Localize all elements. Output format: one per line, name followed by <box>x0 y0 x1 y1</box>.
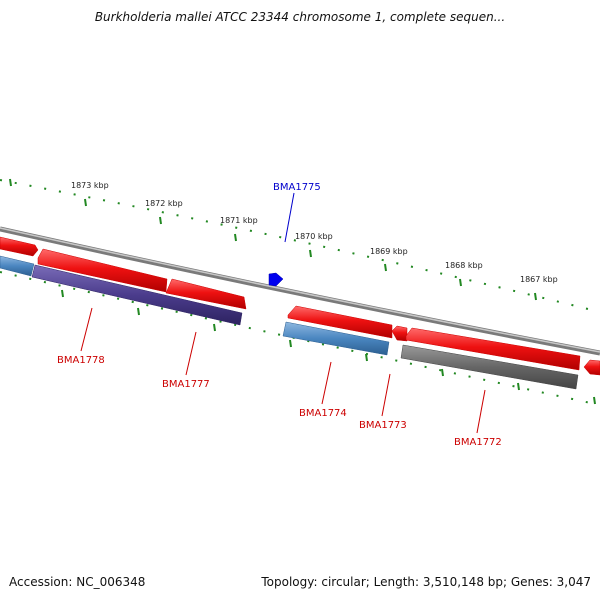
guide-tick <box>289 339 292 348</box>
gene-bma1774-leader <box>321 361 332 405</box>
guide-tick <box>137 307 140 316</box>
cds-arrow[interactable] <box>37 248 168 293</box>
gene-bma1774-label[interactable]: BMA1774 <box>299 408 347 419</box>
cds-lower-left[interactable] <box>0 255 243 326</box>
guide-tick <box>61 289 64 298</box>
cds-gray-segment[interactable] <box>400 344 579 390</box>
cds-blue-segment[interactable] <box>0 255 35 277</box>
gene-bma1778-leader <box>80 307 93 352</box>
gene-bma1772[interactable]: BMA1772 <box>454 389 502 448</box>
ruler-label: 1871 kbp <box>220 216 258 225</box>
gene-bma1773-label[interactable]: BMA1773 <box>359 420 407 431</box>
gene-bma1773[interactable]: BMA1773 <box>359 373 407 431</box>
gene-bma1773-leader <box>381 373 391 417</box>
cds-arrow[interactable] <box>391 325 408 342</box>
cds-arrow[interactable] <box>165 278 247 310</box>
ruler-major-tick <box>159 216 162 225</box>
ruler-track <box>0 178 600 313</box>
guide-tick <box>517 382 520 391</box>
ruler-major-tick <box>84 198 87 207</box>
gene-bma1772-label[interactable]: BMA1772 <box>454 437 502 448</box>
ruler-major-tick <box>234 233 237 242</box>
ruler-major-tick <box>459 278 462 287</box>
guide-tick <box>365 353 368 362</box>
gene-bma1777-leader <box>185 331 197 376</box>
genome-backbone <box>0 226 600 356</box>
cds-right[interactable] <box>282 305 600 390</box>
gene-bma1777[interactable]: BMA1777 <box>162 331 210 390</box>
cds-upper-left[interactable] <box>0 236 247 310</box>
ruler-major-tick <box>9 178 12 187</box>
gene-bma1774[interactable]: BMA1774 <box>299 361 347 419</box>
ruler-label: 1867 kbp <box>520 275 558 284</box>
guide-tick <box>593 396 596 405</box>
gene-bma1775[interactable]: BMA1775 <box>268 182 321 287</box>
guide-tick <box>213 323 216 332</box>
cds-arrow[interactable] <box>0 236 39 257</box>
ruler-major-tick <box>309 249 312 258</box>
gene-bma1772-leader <box>476 389 486 434</box>
gene-bma1777-label[interactable]: BMA1777 <box>162 379 210 390</box>
lower-guide-track <box>0 271 600 406</box>
ruler-major-tick <box>384 263 387 272</box>
gene-bma1775-arrow[interactable] <box>268 272 284 287</box>
ruler-label: 1870 kbp <box>295 232 333 241</box>
gene-bma1778[interactable]: BMA1778 <box>57 307 105 366</box>
ruler-major-tick <box>534 292 537 301</box>
gene-bma1775-label[interactable]: BMA1775 <box>273 182 321 193</box>
cds-blue-segment[interactable] <box>282 321 390 356</box>
topology-summary: Topology: circular; Length: 3,510,148 bp… <box>261 575 591 589</box>
ruler-label: 1868 kbp <box>445 261 483 270</box>
guide-tick <box>441 368 444 377</box>
cds-arrow[interactable] <box>583 359 600 376</box>
sequence-title: Burkholderia mallei ATCC 23344 chromosom… <box>94 10 506 24</box>
gene-bma1778-label[interactable]: BMA1778 <box>57 355 105 366</box>
ruler-label: 1873 kbp <box>71 181 109 190</box>
accession-text: Accession: NC_006348 <box>9 575 146 589</box>
ruler-label: 1869 kbp <box>370 247 408 256</box>
ruler-label: 1872 kbp <box>145 199 183 208</box>
cds-arrow[interactable] <box>405 327 581 371</box>
gene-bma1775-leader <box>284 192 295 243</box>
cds-purple-segment[interactable] <box>31 264 243 326</box>
